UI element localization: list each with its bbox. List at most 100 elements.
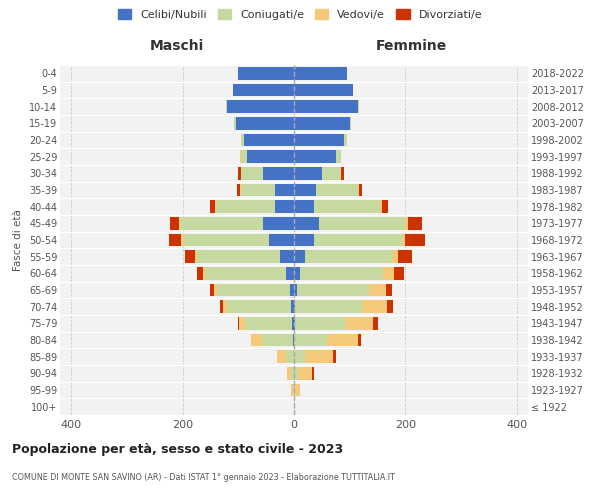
Bar: [294, 317, 295, 330]
Bar: [237, 184, 240, 196]
Bar: [263, 167, 294, 179]
Bar: [322, 167, 341, 179]
Bar: [247, 150, 294, 163]
Bar: [369, 284, 386, 296]
Bar: [227, 300, 291, 313]
Bar: [408, 217, 422, 230]
Bar: [215, 200, 216, 213]
Y-axis label: Anni di nascita: Anni di nascita: [598, 202, 600, 278]
Bar: [169, 234, 181, 246]
Bar: [180, 217, 263, 230]
Bar: [280, 250, 294, 263]
Bar: [238, 167, 241, 179]
Bar: [294, 350, 305, 363]
Bar: [286, 350, 294, 363]
Bar: [217, 284, 290, 296]
Bar: [220, 300, 223, 313]
Bar: [313, 367, 314, 380]
Bar: [380, 200, 382, 213]
Bar: [205, 267, 286, 280]
Bar: [358, 184, 359, 196]
Bar: [362, 300, 387, 313]
Bar: [294, 250, 305, 263]
Bar: [328, 334, 358, 346]
Bar: [182, 234, 269, 246]
Bar: [238, 67, 294, 80]
Bar: [295, 317, 345, 330]
Bar: [345, 317, 373, 330]
Bar: [290, 284, 294, 296]
Bar: [241, 184, 275, 196]
Bar: [294, 384, 295, 396]
Bar: [294, 300, 295, 313]
Bar: [214, 284, 217, 296]
Bar: [235, 117, 294, 130]
Bar: [387, 300, 392, 313]
Bar: [383, 267, 394, 280]
Bar: [294, 267, 299, 280]
Bar: [240, 184, 241, 196]
Bar: [294, 200, 314, 213]
Bar: [406, 234, 425, 246]
Bar: [358, 100, 359, 113]
Text: Maschi: Maschi: [150, 40, 204, 54]
Bar: [394, 267, 404, 280]
Bar: [287, 367, 291, 380]
Bar: [240, 150, 241, 163]
Bar: [286, 267, 294, 280]
Bar: [245, 317, 292, 330]
Bar: [291, 300, 294, 313]
Bar: [373, 317, 377, 330]
Bar: [350, 117, 351, 130]
Text: Femmine: Femmine: [376, 40, 446, 54]
Bar: [295, 384, 299, 396]
Bar: [291, 367, 294, 380]
Bar: [294, 367, 298, 380]
Bar: [227, 100, 294, 113]
Bar: [263, 217, 294, 230]
Bar: [386, 284, 392, 296]
Bar: [406, 217, 408, 230]
Bar: [275, 200, 294, 213]
Bar: [251, 334, 262, 346]
Bar: [238, 317, 239, 330]
Bar: [294, 217, 319, 230]
Bar: [382, 200, 388, 213]
Bar: [292, 317, 294, 330]
Bar: [294, 150, 336, 163]
Bar: [314, 200, 380, 213]
Bar: [197, 267, 203, 280]
Bar: [293, 334, 294, 346]
Bar: [211, 200, 215, 213]
Bar: [185, 250, 196, 263]
Legend: Celibi/Nubili, Coniugati/e, Vedovi/e, Divorziati/e: Celibi/Nubili, Coniugati/e, Vedovi/e, Di…: [115, 6, 485, 23]
Y-axis label: Fasce di età: Fasce di età: [13, 209, 23, 271]
Bar: [294, 134, 344, 146]
Bar: [293, 384, 294, 396]
Bar: [294, 334, 328, 346]
Bar: [392, 250, 398, 263]
Bar: [233, 84, 294, 96]
Bar: [241, 167, 263, 179]
Bar: [403, 234, 406, 246]
Bar: [196, 250, 197, 263]
Bar: [294, 167, 322, 179]
Bar: [275, 184, 294, 196]
Text: Popolazione per età, sesso e stato civile - 2023: Popolazione per età, sesso e stato civil…: [12, 442, 343, 456]
Bar: [291, 384, 293, 396]
Bar: [297, 284, 369, 296]
Bar: [269, 234, 294, 246]
Bar: [239, 317, 245, 330]
Bar: [277, 350, 286, 363]
Bar: [294, 234, 314, 246]
Bar: [333, 350, 336, 363]
Bar: [244, 134, 294, 146]
Bar: [223, 300, 227, 313]
Bar: [319, 217, 406, 230]
Bar: [226, 100, 227, 113]
Bar: [216, 200, 275, 213]
Bar: [241, 134, 244, 146]
Bar: [179, 217, 180, 230]
Bar: [341, 167, 344, 179]
Bar: [203, 267, 205, 280]
